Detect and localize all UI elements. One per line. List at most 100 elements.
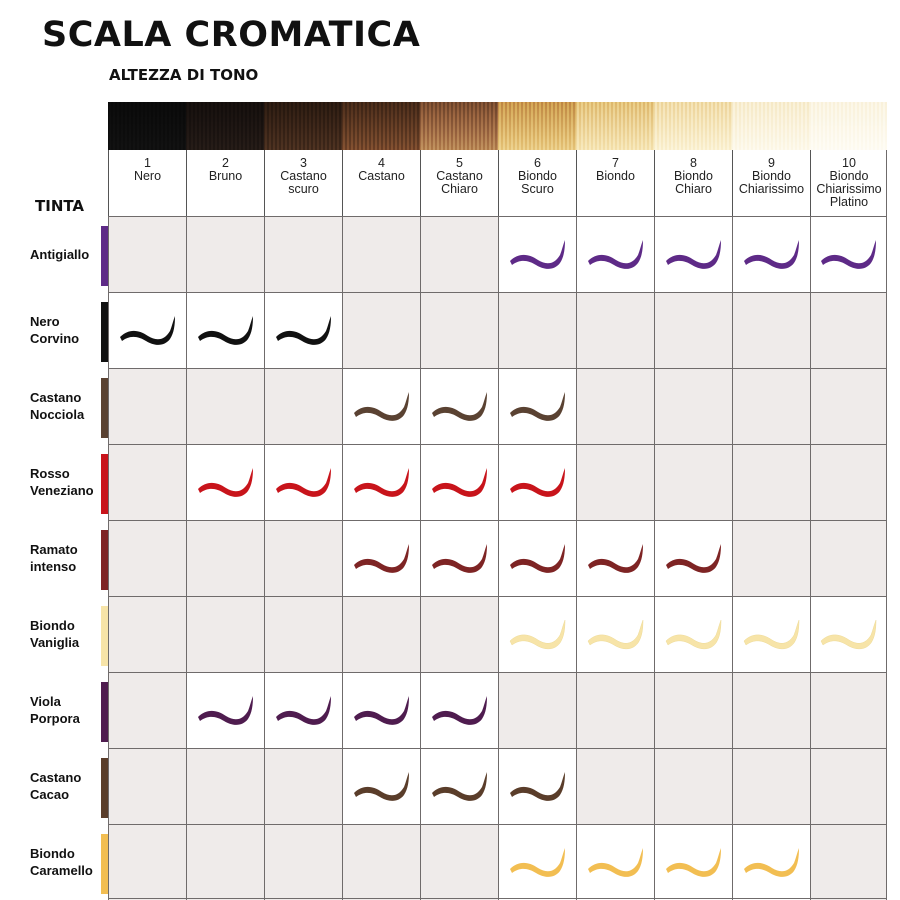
tone-number: 4 xyxy=(378,156,385,170)
brush-stroke-icon xyxy=(431,695,487,725)
shade-cell-empty xyxy=(654,292,732,368)
brush-stroke-icon xyxy=(197,695,253,725)
shade-cell-available xyxy=(264,444,342,520)
shade-cell-available xyxy=(342,672,420,748)
shade-cell-empty xyxy=(810,748,887,824)
shade-cell-empty xyxy=(108,444,186,520)
tone-header-3: 3 Castano scuro xyxy=(264,150,342,216)
shade-cell-available xyxy=(342,368,420,444)
shade-cell-available xyxy=(420,444,498,520)
tone-header-5: 5 Castano Chiaro xyxy=(420,150,498,216)
brush-stroke-icon xyxy=(509,239,565,269)
shade-row: Nero Corvino xyxy=(0,292,887,368)
brush-stroke-icon xyxy=(353,695,409,725)
shade-cell-available xyxy=(420,520,498,596)
brush-stroke-icon xyxy=(820,619,877,649)
chart-title: SCALA CROMATICA xyxy=(42,15,421,55)
tone-name-line: Chiaro xyxy=(441,182,478,196)
brush-stroke-icon xyxy=(431,391,487,421)
shade-label-line: Antigiallo xyxy=(30,246,90,262)
brush-stroke-icon xyxy=(743,619,799,649)
shade-cell-empty xyxy=(732,292,810,368)
shade-cell-empty xyxy=(420,216,498,292)
shade-color-bar xyxy=(101,378,108,438)
row-header-label: TINTA xyxy=(35,197,85,215)
tone-number: 6 xyxy=(534,156,541,170)
brush-stroke-icon xyxy=(353,543,409,573)
shade-label-line: Vaniglia xyxy=(30,635,80,650)
shade-label-line: Rosso xyxy=(30,466,70,481)
shade-cell-empty xyxy=(108,596,186,672)
shade-cell-empty xyxy=(576,672,654,748)
brush-stroke-icon xyxy=(509,543,565,573)
shade-cell-available xyxy=(498,748,576,824)
brush-stroke-icon xyxy=(587,847,643,877)
shade-label: Castano Nocciola xyxy=(30,368,100,444)
shade-cell-empty xyxy=(732,748,810,824)
hair-swatch-tone-5 xyxy=(420,102,498,150)
shade-cell-empty xyxy=(732,368,810,444)
shade-cell-available xyxy=(576,216,654,292)
shade-cell-available xyxy=(732,824,810,900)
brush-stroke-icon xyxy=(353,467,409,497)
tone-header-1: 1 Nero xyxy=(108,150,186,216)
shade-label-line: Ramato xyxy=(30,542,78,557)
shade-row: Biondo Vaniglia xyxy=(0,596,887,672)
shade-cell-empty xyxy=(186,216,264,292)
shade-label-line: Nero xyxy=(30,314,60,329)
brush-stroke-icon xyxy=(509,467,565,497)
brush-stroke-icon xyxy=(431,771,487,801)
shade-cell-empty xyxy=(108,520,186,596)
tone-number: 1 xyxy=(144,156,151,170)
shade-label-line: Nocciola xyxy=(30,407,85,422)
grid-right-border xyxy=(886,150,887,900)
tone-name-line: Platino xyxy=(829,195,869,209)
shade-row: Rosso Veneziano xyxy=(0,444,887,520)
shade-label: Biondo Vaniglia xyxy=(30,596,100,672)
shade-label-line: Viola xyxy=(30,694,61,709)
shade-row: Ramato intenso xyxy=(0,520,887,596)
brush-stroke-icon xyxy=(743,847,799,877)
shade-cell-empty xyxy=(654,444,732,520)
tone-number: 8 xyxy=(690,156,697,170)
tone-header-8: 8 Biondo Chiaro xyxy=(654,150,732,216)
shade-cell-empty xyxy=(342,216,420,292)
brush-stroke-icon xyxy=(275,695,331,725)
tone-header-7: 7 Biondo xyxy=(576,150,654,216)
hair-swatch-tone-4 xyxy=(342,102,420,150)
tone-number: 10 xyxy=(842,156,856,170)
tone-number: 5 xyxy=(456,156,463,170)
shade-label: Viola Porpora xyxy=(30,672,100,748)
shade-cell-empty xyxy=(498,292,576,368)
brush-stroke-icon xyxy=(275,467,331,497)
shade-cell-empty xyxy=(732,672,810,748)
tone-number: 9 xyxy=(768,156,775,170)
shade-cell-available xyxy=(576,824,654,900)
brush-stroke-icon xyxy=(665,543,721,573)
hair-swatch-tone-8 xyxy=(654,102,732,150)
tone-header-6: 6 Biondo Scuro xyxy=(498,150,576,216)
brush-stroke-icon xyxy=(197,315,253,345)
shade-cell-empty xyxy=(654,672,732,748)
shade-cell-empty xyxy=(108,368,186,444)
shade-cell-available xyxy=(186,444,264,520)
shade-cell-available xyxy=(498,368,576,444)
tone-header-4: 4 Castano xyxy=(342,150,420,216)
shade-cell-empty xyxy=(810,444,887,520)
brush-stroke-icon xyxy=(509,847,565,877)
shade-cell-available xyxy=(732,216,810,292)
shade-cell-available xyxy=(342,520,420,596)
shade-cell-empty xyxy=(264,216,342,292)
shade-cell-empty xyxy=(108,216,186,292)
shade-label: Rosso Veneziano xyxy=(30,444,100,520)
shade-cell-available xyxy=(654,824,732,900)
shade-cell-empty xyxy=(654,748,732,824)
shade-label-line: Biondo xyxy=(30,618,75,633)
shade-cell-available xyxy=(498,596,576,672)
shade-cell-empty xyxy=(264,368,342,444)
shade-cell-empty xyxy=(576,748,654,824)
shade-cell-available xyxy=(498,824,576,900)
brush-stroke-icon xyxy=(119,315,175,345)
shade-cell-available xyxy=(576,520,654,596)
chart-subtitle: ALTEZZA DI TONO xyxy=(109,66,259,84)
